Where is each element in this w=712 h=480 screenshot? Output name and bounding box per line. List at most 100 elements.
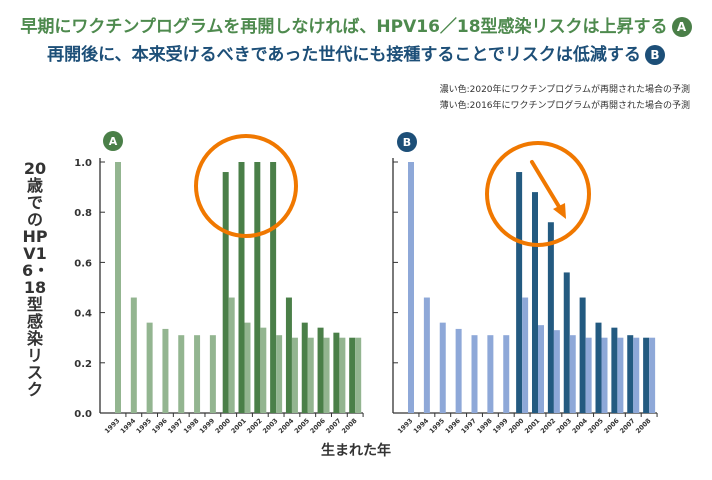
bar-dark-2005 (301, 322, 308, 413)
x-tick-label-2002: 2002 (539, 417, 557, 435)
x-tick-label-2007: 2007 (618, 417, 636, 435)
bar-light-2004 (585, 337, 592, 413)
bar-light-1997 (471, 335, 478, 413)
badge-b-icon: B (644, 45, 665, 65)
bar-dark-2002 (254, 162, 261, 413)
bar-dark-2007 (333, 332, 340, 413)
bar-dark-2005 (595, 322, 602, 413)
bar-dark-2003 (563, 272, 570, 413)
x-tick-label-2004: 2004 (277, 416, 296, 435)
bar-light-2000 (522, 297, 529, 413)
x-tick-label-2003: 2003 (261, 417, 279, 435)
bar-dark-2000 (516, 172, 523, 413)
y-tick-label: 0.4 (74, 309, 92, 320)
headline-a-text: 早期にワクチンプログラムを再開しなければ、HPV16／18型感染リスクは上昇する (20, 17, 668, 37)
bar-light-2008 (649, 337, 656, 413)
x-tick-label-2005: 2005 (293, 416, 312, 435)
bar-dark-2007 (627, 335, 634, 413)
down-arrow-shaft (530, 160, 563, 212)
down-arrow-head-icon (553, 203, 566, 219)
x-tick-label-1999: 1999 (491, 416, 510, 435)
legend-dark-note: 濃い色:2020年にワクチンプログラムが再開された場合の予測 (439, 85, 690, 95)
y-tick-label: 0.0 (74, 409, 92, 420)
x-tick-label-1995: 1995 (135, 416, 154, 435)
bar-light-2004 (291, 337, 298, 413)
bar-light-2003 (276, 335, 283, 413)
panel-badge-label: B (403, 136, 411, 149)
bar-light-2001 (244, 322, 251, 413)
bar-dark-2004 (579, 297, 586, 413)
bar-light-2003 (569, 335, 576, 413)
bar-dark-2001 (532, 192, 538, 413)
bar-light-2002 (260, 327, 267, 413)
bar-light-2005 (601, 337, 608, 413)
bar-dark-2000 (222, 172, 229, 413)
bar-light-1993 (115, 162, 121, 413)
bar-light-1993 (408, 162, 414, 413)
bar-light-2006 (617, 337, 624, 413)
x-tick-label-2001: 2001 (229, 416, 248, 435)
headline-b-text: 再開後に、本来受けるべきであった世代にも接種することでリスクは低減する (47, 45, 641, 65)
x-axis-label: 生まれた年 (321, 443, 391, 459)
bar-light-1994 (423, 297, 430, 413)
bar-light-1999 (209, 335, 216, 413)
y-tick-label: 1.0 (74, 158, 92, 169)
x-tick-label-1997: 1997 (166, 417, 184, 435)
x-tick-label-2000: 2000 (507, 416, 526, 435)
x-tick-label-2003: 2003 (555, 417, 573, 435)
panel-badge-label: A (109, 135, 118, 148)
x-tick-label-1998: 1998 (182, 416, 201, 435)
bar-light-1994 (130, 297, 137, 413)
bar-dark-2008 (643, 337, 650, 413)
bar-light-2007 (339, 337, 346, 413)
bar-dark-2003 (270, 162, 277, 413)
headline-b: 再開後に、本来受けるべきであった世代にも接種することでリスクは低減する B (0, 40, 712, 65)
x-tick-label-1995: 1995 (428, 416, 447, 435)
x-tick-label-1994: 1994 (119, 416, 138, 435)
x-tick-label-2000: 2000 (214, 416, 233, 435)
x-tick-label-1993: 1993 (396, 417, 414, 435)
bar-light-2005 (307, 337, 314, 413)
x-tick-label-1996: 1996 (150, 416, 169, 435)
x-tick-label-2001: 2001 (523, 416, 542, 435)
bar-light-2000 (228, 297, 235, 413)
bar-light-2002 (553, 330, 560, 413)
bar-dark-2008 (349, 337, 356, 413)
highlight-circle-a (194, 134, 298, 238)
bar-light-2001 (538, 325, 544, 413)
x-tick-label-2002: 2002 (245, 417, 263, 435)
x-tick-label-1998: 1998 (475, 416, 494, 435)
bar-light-1997 (178, 335, 185, 413)
x-tick-label-2004: 2004 (571, 416, 590, 435)
x-tick-label-1999: 1999 (198, 416, 217, 435)
panel-badge-A-icon (103, 131, 123, 151)
bar-light-1998 (194, 335, 201, 413)
headline-a: 早期にワクチンプログラムを再開しなければ、HPV16／18型感染リスクは上昇する… (0, 12, 712, 37)
y-tick-label: 0.6 (74, 258, 92, 269)
x-tick-label-1994: 1994 (412, 416, 431, 435)
bar-dark-2004 (285, 297, 292, 413)
bar-light-1996 (162, 328, 169, 413)
bar-light-1999 (503, 335, 510, 413)
bar-dark-2006 (611, 327, 618, 413)
x-tick-label-2007: 2007 (324, 417, 342, 435)
bar-light-1995 (439, 322, 446, 413)
highlight-circle-b (485, 141, 591, 247)
bar-dark-2002 (547, 222, 554, 413)
x-tick-label-2008: 2008 (634, 416, 653, 435)
panel-badge-B-icon (397, 132, 417, 152)
x-tick-label-2005: 2005 (586, 416, 605, 435)
bar-light-2008 (355, 337, 362, 413)
y-tick-label: 0.2 (74, 359, 92, 370)
bar-light-1998 (487, 335, 494, 413)
bar-light-2006 (323, 337, 330, 413)
y-axis-label: 20歳でのHPV16・18型感染リスク (22, 159, 50, 399)
y-tick-label: 0.8 (74, 208, 92, 219)
x-tick-label-2006: 2006 (602, 416, 621, 435)
bar-dark-2001 (238, 162, 245, 413)
x-tick-label-1997: 1997 (459, 417, 477, 435)
bar-light-2007 (633, 337, 640, 413)
legend-light-note: 薄い色:2016年にワクチンプログラムが再開された場合の予測 (439, 101, 690, 111)
x-tick-label-2008: 2008 (340, 416, 359, 435)
